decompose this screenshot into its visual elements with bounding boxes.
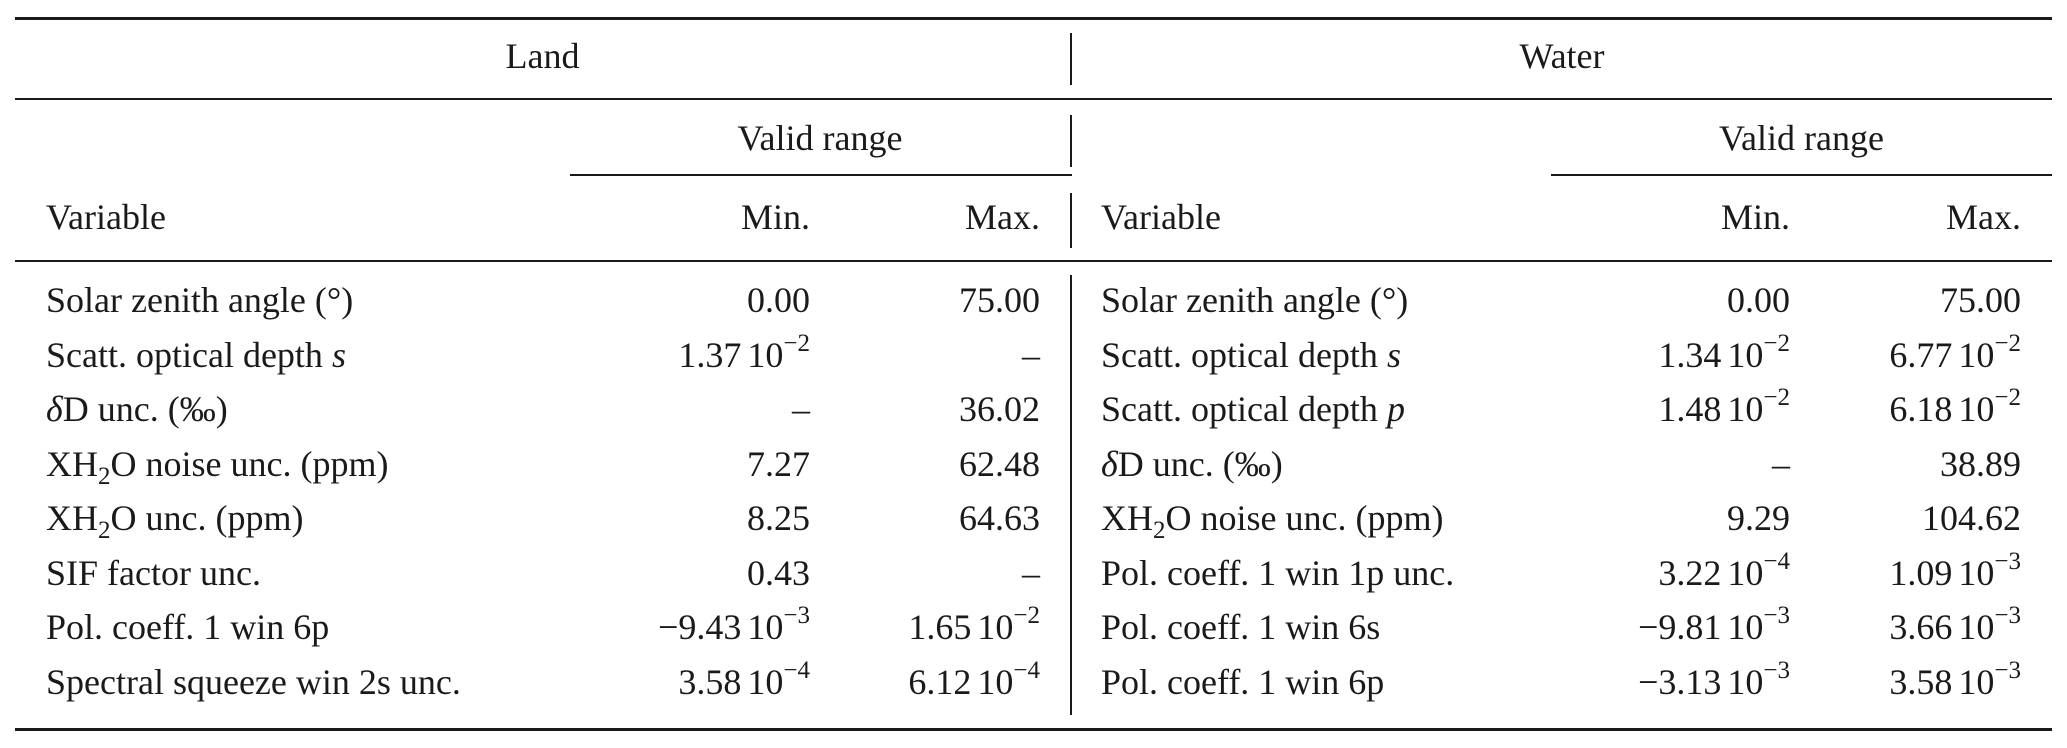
group-rule (15, 98, 2052, 100)
water-min-cell: 0.00 (1727, 280, 1790, 320)
water-min-cell: 1.48 10−2 (1658, 384, 1790, 429)
water-valid-range-rule (1551, 174, 2052, 176)
land-variable-cell: Scatt. optical depth s (46, 335, 346, 375)
water-min-cell: −3.13 10−3 (1638, 657, 1790, 702)
land-max-cell: – (1022, 553, 1040, 593)
land-max-cell: 6.12 10−4 (908, 657, 1040, 702)
land-min-cell: 0.00 (747, 280, 810, 320)
water-min-cell: 9.29 (1727, 498, 1790, 538)
water-min-header: Min. (1720, 197, 1790, 237)
land-min-cell: 0.43 (747, 553, 810, 593)
land-variable-cell: XH2O unc. (ppm) (46, 498, 304, 544)
land-group-header: Land (505, 36, 580, 76)
water-min-cell: −9.81 10−3 (1638, 602, 1790, 647)
land-min-cell: 8.25 (747, 498, 810, 538)
land-variable-cell: Spectral squeeze win 2s unc. (46, 662, 461, 702)
water-variable-cell: Scatt. optical depth s (1101, 335, 1401, 375)
water-variable-cell: Pol. coeff. 1 win 6s (1101, 607, 1381, 647)
water-variable-cell: XH2O noise unc. (ppm) (1101, 498, 1444, 544)
water-variable-cell: Solar zenith angle (°) (1101, 280, 1409, 320)
land-min-cell: 7.27 (747, 444, 810, 484)
land-max-cell: 75.00 (959, 280, 1040, 320)
water-max-cell: 3.58 10−3 (1889, 657, 2021, 702)
water-max-cell: 75.00 (1940, 280, 2021, 320)
water-max-cell: 3.66 10−3 (1889, 602, 2021, 647)
land-min-cell: 1.37 10−2 (678, 330, 810, 375)
water-variable-cell: Pol. coeff. 1 win 6p (1101, 662, 1385, 702)
water-max-cell: 104.62 (1922, 498, 2021, 538)
water-min-cell: 3.22 10−4 (1658, 548, 1790, 593)
header-rule (15, 260, 2052, 262)
land-variable-cell: Solar zenith angle (°) (46, 280, 354, 320)
water-max-cell: 1.09 10−3 (1889, 548, 2021, 593)
land-min-cell: – (792, 389, 810, 429)
water-min-cell: 1.34 10−2 (1658, 330, 1790, 375)
land-max-cell: 36.02 (959, 389, 1040, 429)
group-separator (1070, 33, 1072, 85)
water-min-cell: – (1772, 444, 1790, 484)
water-max-cell: 6.77 10−2 (1889, 330, 2021, 375)
land-variable-header: Variable (46, 197, 166, 237)
water-variable-cell: Pol. coeff. 1 win 1p unc. (1101, 553, 1455, 593)
land-valid-range-header: Valid range (737, 118, 903, 158)
column-header-separator (1070, 193, 1072, 248)
land-max-header: Max. (965, 197, 1040, 237)
water-valid-range-header: Valid range (1719, 118, 1884, 158)
top-rule (15, 17, 2052, 20)
land-min-cell: 3.58 10−4 (678, 657, 810, 702)
water-group-header: Water (1519, 36, 1605, 76)
land-max-cell: – (1022, 335, 1040, 375)
water-max-cell: 38.89 (1940, 444, 2021, 484)
water-max-header: Max. (1946, 197, 2021, 237)
water-variable-cell: δD unc. (‰) (1101, 444, 1283, 484)
body-separator (1070, 275, 1072, 715)
bottom-rule (15, 728, 2052, 731)
land-valid-range-rule (570, 174, 1072, 176)
land-max-cell: 1.65 10−2 (908, 602, 1040, 647)
land-max-cell: 64.63 (959, 498, 1040, 538)
land-variable-cell: δD unc. (‰) (46, 389, 228, 429)
water-variable-header: Variable (1101, 197, 1221, 237)
water-variable-cell: Scatt. optical depth p (1101, 389, 1405, 429)
land-max-cell: 62.48 (959, 444, 1040, 484)
land-variable-cell: XH2O noise unc. (ppm) (46, 444, 389, 490)
valid-range-separator (1070, 115, 1072, 167)
land-min-cell: −9.43 10−3 (658, 602, 810, 647)
land-variable-cell: SIF factor unc. (46, 553, 261, 593)
land-min-header: Min. (740, 197, 810, 237)
land-variable-cell: Pol. coeff. 1 win 6p (46, 607, 330, 647)
water-max-cell: 6.18 10−2 (1889, 384, 2021, 429)
